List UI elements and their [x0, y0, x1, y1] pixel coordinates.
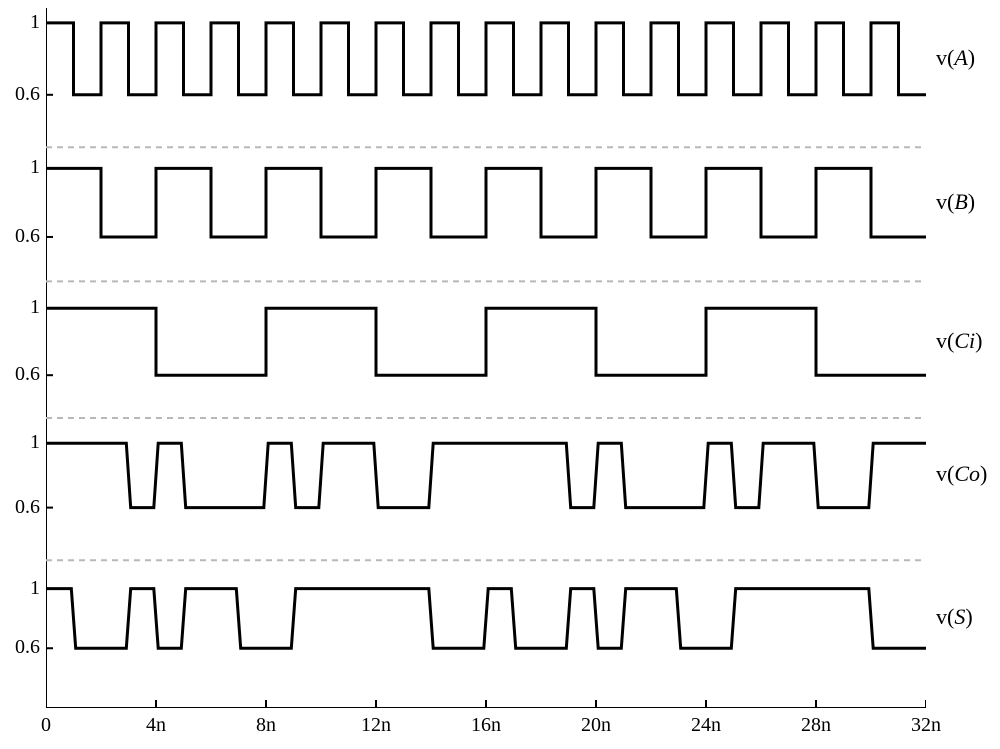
- waveforms-svg: [46, 8, 926, 708]
- plot-area: [46, 8, 926, 708]
- signal-label: v(B): [936, 189, 975, 215]
- x-tick-label: 20n: [576, 714, 616, 737]
- timing-diagram: 0.6 1 v(A) 0.6 1 v(B) 0.6 1 v(Ci) 0.6 1 v(Co) 0.6 1 v(…: [0, 0, 1000, 749]
- x-tick-label: 24n: [686, 714, 726, 737]
- y-tick-label: 1: [0, 431, 40, 454]
- signal-label: v(Co): [936, 461, 987, 487]
- x-tick-label: 16n: [466, 714, 506, 737]
- x-tick-label: 12n: [356, 714, 396, 737]
- y-tick-label: 0.6: [0, 225, 40, 248]
- y-tick-label: 0.6: [0, 636, 40, 659]
- x-tick-label: 8n: [246, 714, 286, 737]
- x-tick-label: 32n: [906, 714, 946, 737]
- y-tick-label: 1: [0, 156, 40, 179]
- y-tick-label: 0.6: [0, 496, 40, 519]
- signal-label: v(Ci): [936, 328, 982, 354]
- y-tick-label: 1: [0, 577, 40, 600]
- y-tick-label: 0.6: [0, 363, 40, 386]
- y-tick-label: 1: [0, 296, 40, 319]
- y-tick-label: 1: [0, 11, 40, 34]
- x-tick-label: 4n: [136, 714, 176, 737]
- signal-label: v(S): [936, 604, 973, 630]
- y-tick-label: 0.6: [0, 83, 40, 106]
- x-tick-label: 28n: [796, 714, 836, 737]
- signal-label: v(A): [936, 45, 975, 71]
- x-tick-label: 0: [26, 714, 66, 737]
